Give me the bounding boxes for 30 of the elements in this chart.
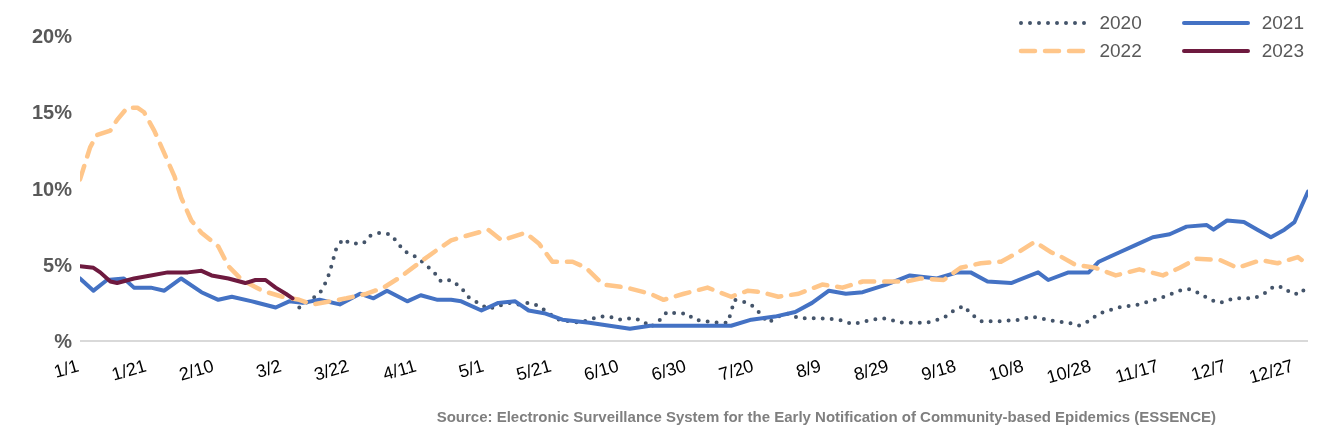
legend-label: 2022 [1099,40,1142,62]
x-tick-label: 2/10 [176,355,217,385]
x-tick-label: 8/29 [851,355,891,385]
x-tick-label: 6/30 [649,355,689,385]
x-tick-label: 1/1 [51,355,82,382]
y-tick-label: 15% [31,101,73,124]
x-tick-label: 9/18 [919,355,959,385]
x-tick-label: 3/2 [253,355,284,382]
y-tick-label: 20% [31,25,73,48]
x-tick-label: 12/27 [1246,355,1296,388]
y-tick-label: 10% [31,177,73,200]
y-tick-label: % [54,330,73,353]
x-tick-label: 1/21 [109,355,149,385]
x-tick-label: 10/8 [986,355,1026,385]
legend-label: 2021 [1261,12,1304,34]
legend-label: 2020 [1099,12,1142,34]
x-tick-label: 6/10 [581,355,621,385]
x-tick-label: 4/11 [380,355,419,385]
x-tick-label: 12/7 [1188,355,1229,385]
legend-label: 2023 [1261,40,1304,62]
x-tick-label: 5/21 [514,355,554,385]
line-series [297,230,1308,330]
x-tick-label: 7/20 [716,355,756,385]
x-tick-label: 8/9 [793,355,824,382]
y-tick-label: 5% [43,253,73,276]
x-tick-label: 10/28 [1044,355,1094,388]
x-tick-label: 5/1 [456,355,486,382]
x-tick-label: 3/22 [311,355,351,385]
x-tick-label: 11/17 [1113,355,1161,387]
source-note: Source: Electronic Surveillance System for the Early Notification of Community-based Epidemics (ESSENCE) [436,408,1216,425]
